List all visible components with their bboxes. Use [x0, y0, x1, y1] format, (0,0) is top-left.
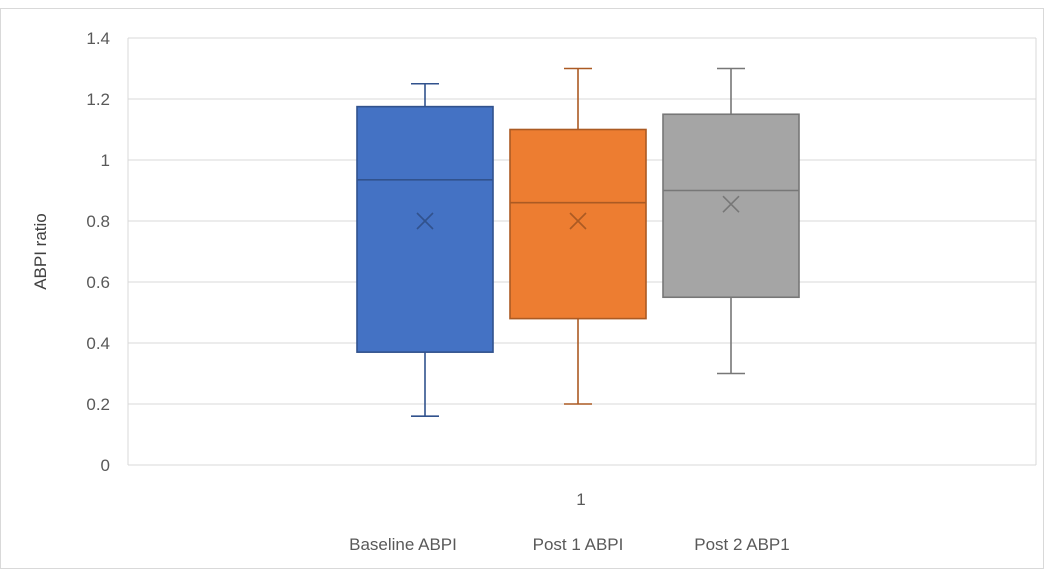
- box-2: [509, 128, 647, 320]
- y-tick-label: 0.6: [86, 273, 110, 292]
- y-tick-label: 1: [101, 151, 110, 170]
- y-tick-label: 0.4: [86, 334, 110, 353]
- mean-marker: [569, 212, 587, 230]
- y-tick-label: 1.4: [86, 29, 110, 48]
- y-tick-label: 1.2: [86, 90, 110, 109]
- mean-marker: [416, 212, 434, 230]
- y-tick-label: 0: [101, 456, 110, 475]
- x-category-label: 1: [576, 490, 585, 509]
- box-1: [356, 105, 494, 353]
- legend-entry: Post 2 ABP1: [694, 535, 789, 554]
- y-axis-title: ABPI ratio: [31, 213, 50, 290]
- mean-marker: [722, 195, 740, 213]
- y-tick-label: 0.8: [86, 212, 110, 231]
- box-3: [662, 113, 800, 299]
- y-tick-label: 0.2: [86, 395, 110, 414]
- legend-entry: Baseline ABPI: [349, 535, 457, 554]
- legend-entry: Post 1 ABPI: [533, 535, 624, 554]
